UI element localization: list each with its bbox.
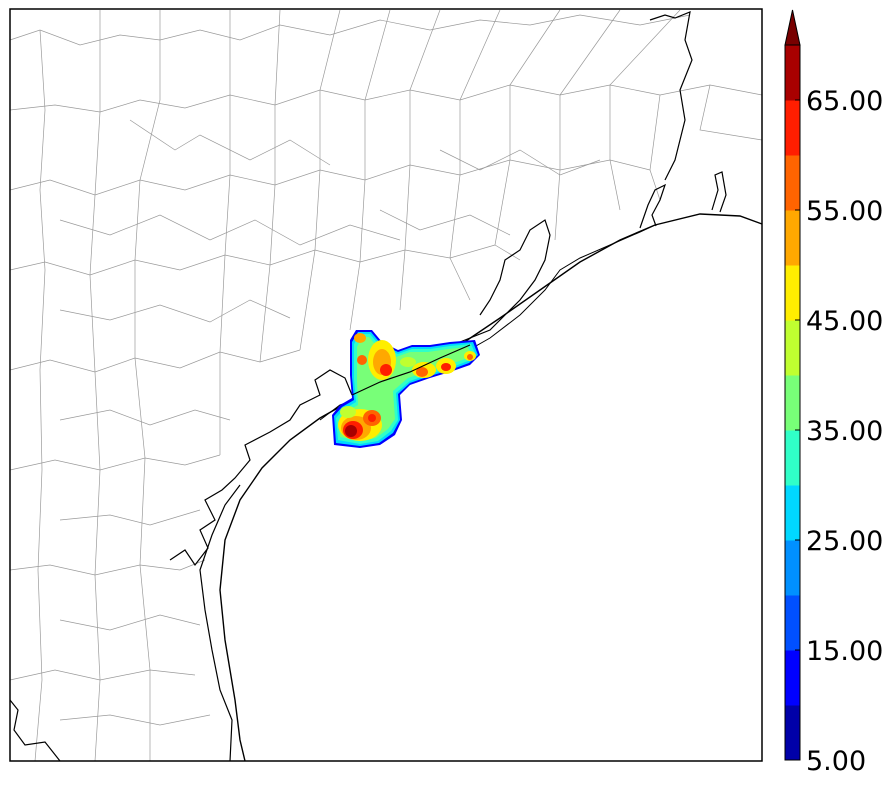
colorbar-tick-label: 45.00 <box>806 306 883 337</box>
rainfall-contours <box>332 330 480 448</box>
colorbar-segment <box>785 320 800 376</box>
colorbar-segment <box>785 45 800 101</box>
colorbar-segment <box>785 265 800 321</box>
map-panel <box>9 8 763 762</box>
colorbar-segment <box>785 650 800 706</box>
colorbar-segment <box>785 540 800 596</box>
colorbar-segment <box>785 705 800 761</box>
colorbar-segment <box>785 155 800 211</box>
colorbar-extend-arrow <box>784 9 801 46</box>
colorbar-tick-label: 15.00 <box>806 636 883 667</box>
colorbar-tick-label: 25.00 <box>806 526 883 557</box>
colorbar-segment <box>785 210 800 266</box>
colorbar-outline <box>784 44 801 761</box>
coastline <box>9 11 763 762</box>
colorbar: 5.00 15.00 25.00 35.00 45.00 55.00 65.00 <box>784 9 883 777</box>
colorbar-segment <box>785 595 800 651</box>
colorbar-tick-label: 55.00 <box>806 196 883 227</box>
county-boundaries <box>9 9 763 762</box>
colorbar-segment <box>785 375 800 431</box>
map-border <box>9 8 763 762</box>
colorbar-tick-label: 5.00 <box>806 746 866 777</box>
bay-outline <box>351 344 471 396</box>
colorbar-tick-label: 35.00 <box>806 416 883 447</box>
colorbar-segment <box>785 485 800 541</box>
colorbar-segment <box>785 100 800 156</box>
colorbar-segment <box>785 430 800 486</box>
colorbar-tick-label: 65.00 <box>806 86 883 117</box>
